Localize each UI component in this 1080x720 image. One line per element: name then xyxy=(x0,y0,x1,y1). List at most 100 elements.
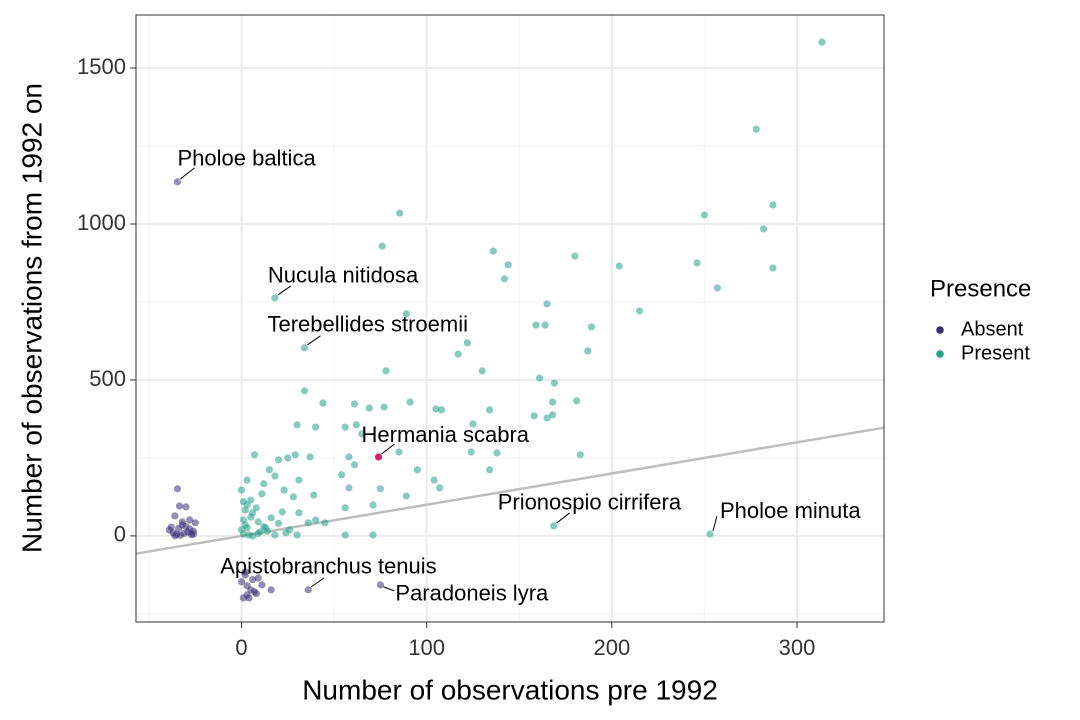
annotation-leader xyxy=(556,512,570,524)
point xyxy=(752,125,760,133)
legend-label: Absent xyxy=(961,318,1024,340)
point xyxy=(341,531,349,539)
point xyxy=(352,421,360,429)
point xyxy=(504,261,512,269)
annotation-label: Hermania scabra xyxy=(362,422,530,447)
point xyxy=(550,379,559,387)
point xyxy=(818,38,826,46)
point xyxy=(636,307,644,315)
point xyxy=(769,201,777,209)
point xyxy=(260,480,268,488)
point xyxy=(486,406,494,414)
point xyxy=(369,531,377,539)
point xyxy=(769,264,777,272)
point xyxy=(587,323,596,331)
point xyxy=(584,347,592,355)
legend-label: Present xyxy=(961,342,1030,364)
point xyxy=(430,476,438,484)
x-tick-label: 0 xyxy=(235,635,247,660)
annotated-point xyxy=(376,581,384,589)
point xyxy=(286,526,294,534)
annotation-leader xyxy=(307,335,321,346)
point xyxy=(536,374,544,382)
plot-border xyxy=(135,14,885,623)
point xyxy=(380,403,388,411)
point xyxy=(454,350,462,358)
point xyxy=(191,519,199,527)
annotation-label: Pholoe baltica xyxy=(177,146,316,171)
point xyxy=(274,456,283,464)
annotation-label: Nucula nitidosa xyxy=(268,263,419,288)
annotation-leader xyxy=(381,443,395,455)
point xyxy=(489,247,497,255)
point xyxy=(500,275,509,283)
point xyxy=(571,252,579,260)
y-tick-label: 500 xyxy=(89,366,126,391)
point xyxy=(541,321,549,329)
point xyxy=(291,451,299,459)
point xyxy=(284,454,292,462)
point xyxy=(341,504,349,512)
point xyxy=(463,339,472,347)
point xyxy=(171,512,179,520)
point xyxy=(358,430,366,438)
point xyxy=(167,523,175,531)
point xyxy=(258,581,266,589)
point xyxy=(341,423,349,431)
point xyxy=(378,242,386,250)
point xyxy=(437,406,446,414)
point xyxy=(274,519,283,528)
point xyxy=(293,421,301,429)
point xyxy=(543,414,551,422)
annotation-label: Terebellides stroemii xyxy=(267,312,468,337)
point xyxy=(396,209,404,217)
point xyxy=(258,490,266,498)
point xyxy=(436,484,444,492)
annotation-leader xyxy=(277,285,292,296)
point xyxy=(467,448,475,456)
x-tick-label: 100 xyxy=(408,635,445,660)
point xyxy=(345,484,353,492)
point xyxy=(311,423,320,431)
point xyxy=(295,509,303,517)
point xyxy=(182,503,190,511)
point xyxy=(493,449,501,457)
y-tick-label: 0 xyxy=(114,522,126,547)
point xyxy=(243,476,251,484)
point xyxy=(760,225,768,233)
annotation-label: Apistobranchus tenuis xyxy=(220,554,436,579)
point xyxy=(402,492,410,500)
point xyxy=(254,529,262,538)
point xyxy=(532,321,540,329)
point xyxy=(175,502,184,510)
point xyxy=(295,476,303,484)
point xyxy=(239,497,247,506)
point xyxy=(241,521,249,529)
point xyxy=(293,531,301,539)
point xyxy=(469,420,477,428)
point xyxy=(265,466,273,474)
point xyxy=(249,575,257,584)
point xyxy=(548,411,557,419)
annotated-point xyxy=(304,586,312,594)
annotation-leader xyxy=(712,515,718,532)
point xyxy=(278,508,286,516)
point xyxy=(263,527,272,535)
point xyxy=(289,493,297,501)
point xyxy=(432,405,440,413)
x-axis-title: Number of observations pre 1992 xyxy=(302,674,718,705)
point xyxy=(395,448,403,456)
point xyxy=(254,518,262,526)
annotation-label: Prionospio cirrifera xyxy=(498,490,682,515)
point xyxy=(306,453,314,461)
annotation-leader xyxy=(310,577,325,588)
y-axis-title: Number of observations from 1992 on xyxy=(16,83,47,553)
x-tick-label: 200 xyxy=(593,635,630,660)
point xyxy=(171,532,179,540)
point xyxy=(186,516,194,524)
point xyxy=(243,582,251,590)
point xyxy=(321,519,329,527)
point xyxy=(478,367,486,375)
point xyxy=(402,310,410,318)
